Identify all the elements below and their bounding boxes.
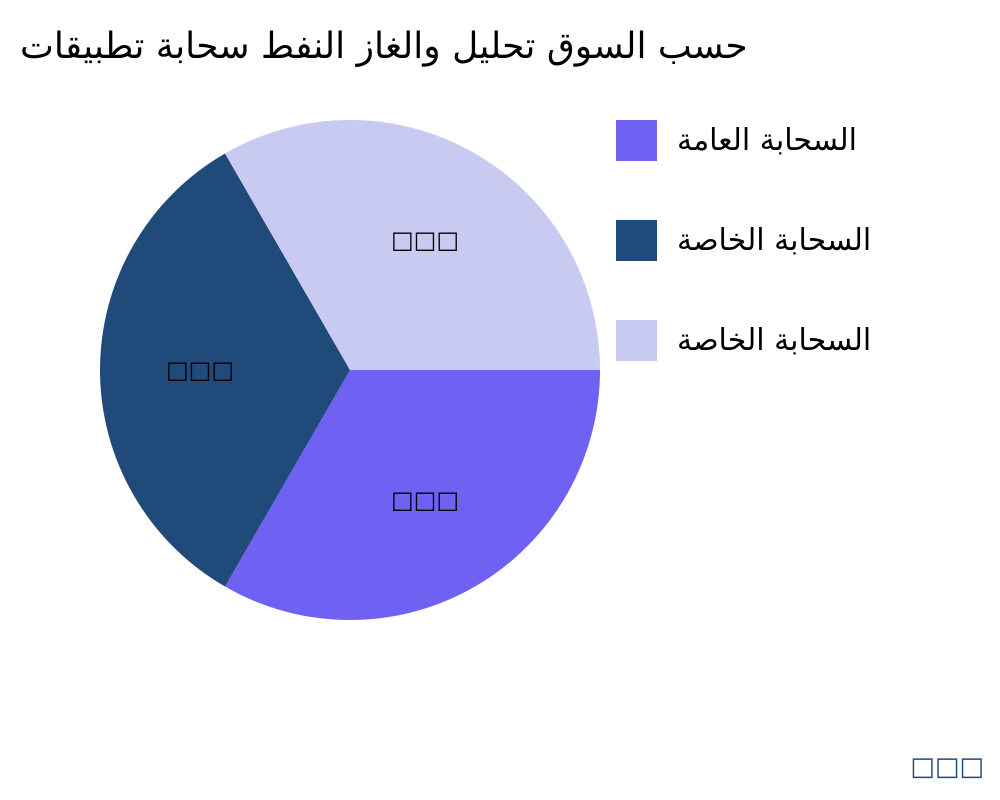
legend-label: السحابة العامة [677, 123, 857, 158]
legend-swatch [616, 220, 657, 261]
watermark: □□□ [910, 752, 984, 782]
pie-slice [225, 119, 600, 370]
legend-item: السحابة الخاصة [616, 320, 871, 361]
slice-label: □□□ [166, 356, 234, 384]
chart-title: حسب السوق تحليل والغاز النفط سحابة تطبيق… [20, 26, 748, 67]
legend-item: السحابة الخاصة [616, 220, 871, 261]
legend-item: السحابة العامة [616, 120, 857, 161]
legend-label: السحابة الخاصة [677, 223, 872, 258]
legend-label: السحابة الخاصة [677, 323, 872, 358]
slice-label: □□□ [391, 486, 459, 514]
legend-swatch [616, 120, 657, 161]
legend-swatch [616, 320, 657, 361]
slice-label: □□□ [391, 226, 459, 254]
pie-slice [225, 370, 600, 620]
